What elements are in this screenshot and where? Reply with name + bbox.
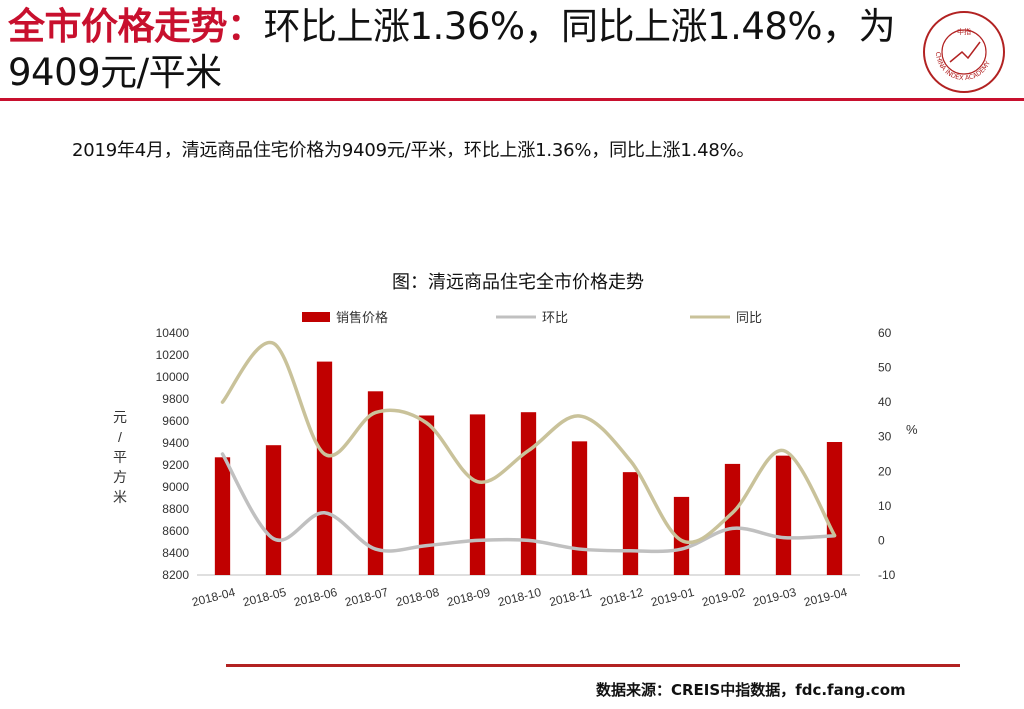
y2-tick-label: 10: [878, 499, 892, 513]
x-tick-label: 2018-07: [343, 585, 389, 609]
summary-text: 2019年4月，清远商品住宅价格为9409元/平米，环比上涨1.36%，同比上涨…: [72, 140, 755, 161]
price-bar: [418, 415, 435, 575]
x-tick-label: 2018-09: [445, 585, 491, 609]
legend-swatch-price: [302, 312, 330, 322]
price-bar: [673, 496, 690, 575]
x-tick-label: 2019-01: [649, 585, 695, 609]
svg-text:中指: 中指: [957, 27, 971, 36]
title-divider: [0, 98, 1024, 101]
y2-axis-title: %: [906, 422, 918, 437]
data-source: 数据来源：CREIS中指数据，fdc.fang.com: [596, 681, 906, 699]
y2-tick-label: 40: [878, 395, 892, 409]
price-bar: [265, 445, 282, 575]
y2-tick-label: 60: [878, 326, 892, 340]
y-tick-label: 8600: [162, 524, 189, 538]
y2-tick-label: 50: [878, 361, 892, 375]
price-bar: [775, 455, 792, 575]
y-tick-label: 10200: [156, 348, 190, 362]
price-bar: [571, 441, 588, 575]
y-axis-title-1: 元: [113, 409, 127, 425]
price-bar: [520, 412, 537, 575]
x-tick-label: 2019-04: [802, 585, 848, 609]
y2-tick-label: 20: [878, 464, 892, 478]
y-tick-label: 8200: [162, 568, 189, 582]
price-bar: [214, 457, 231, 575]
x-tick-label: 2019-02: [700, 585, 746, 609]
y-tick-label: 8800: [162, 502, 189, 516]
y-axis-title-5: 米: [113, 489, 127, 505]
y-tick-label: 8400: [162, 546, 189, 560]
x-tick-label: 2018-08: [394, 585, 440, 609]
price-bar: [724, 463, 741, 575]
page-title: 全市价格走势：环比上涨1.36%，同比上涨1.48%，为9409元/平米: [8, 4, 908, 96]
china-index-academy-logo: 中指 CHINA INDEX ACADEMY: [923, 11, 1005, 93]
price-bar: [316, 361, 333, 575]
y2-tick-label: 30: [878, 430, 892, 444]
legend-label-price: 销售价格: [336, 310, 388, 325]
y-tick-label: 9400: [162, 436, 189, 450]
y-tick-label: 10400: [156, 326, 190, 340]
price-bar: [622, 472, 639, 575]
chart-plot-area: 8200 8400 8600 8800 9000 9200 9400 9600 9800 1000…: [156, 326, 896, 609]
x-tick-label: 2018-05: [241, 585, 287, 609]
y-tick-label: 9200: [162, 458, 189, 472]
y-axis-title-3: 平: [113, 449, 127, 465]
x-tick-label: 2018-06: [292, 585, 338, 609]
x-tick-label: 2018-12: [598, 585, 644, 609]
chart-legend: 销售价格 环比 同比: [302, 310, 762, 325]
x-tick-label: 2018-10: [496, 585, 542, 609]
y2-tick-label: 0: [878, 533, 885, 547]
x-tick-label: 2019-03: [751, 585, 797, 609]
price-trend-chart: 图：清远商品住宅全市价格走势 销售价格 环比 同比 元 / 平 方 米 % 82…: [113, 272, 918, 609]
price-bar: [826, 442, 843, 575]
y-tick-label: 10000: [156, 370, 190, 384]
legend-label-yoy: 同比: [736, 310, 762, 325]
title-rest: 环比上涨1.36%，同比上涨1.48%，为9409元/平米: [8, 5, 896, 94]
y-tick-label: 9600: [162, 414, 189, 428]
legend-label-mom: 环比: [542, 310, 568, 325]
source-divider: [226, 664, 960, 667]
x-tick-label: 2018-11: [548, 585, 594, 609]
price-bar: [367, 391, 384, 575]
y2-tick-label: -10: [878, 568, 896, 582]
title-highlight: 全市价格走势：: [8, 5, 264, 48]
x-tick-label: 2018-04: [190, 585, 236, 609]
y-tick-label: 9000: [162, 480, 189, 494]
mom-line: [220, 452, 837, 554]
yoy-line: [220, 340, 837, 544]
price-bar: [469, 414, 486, 575]
y-axis-title-4: 方: [113, 469, 127, 485]
y-tick-label: 9800: [162, 392, 189, 406]
y-axis-title-2: /: [118, 429, 122, 445]
chart-title: 图：清远商品住宅全市价格走势: [392, 272, 644, 292]
